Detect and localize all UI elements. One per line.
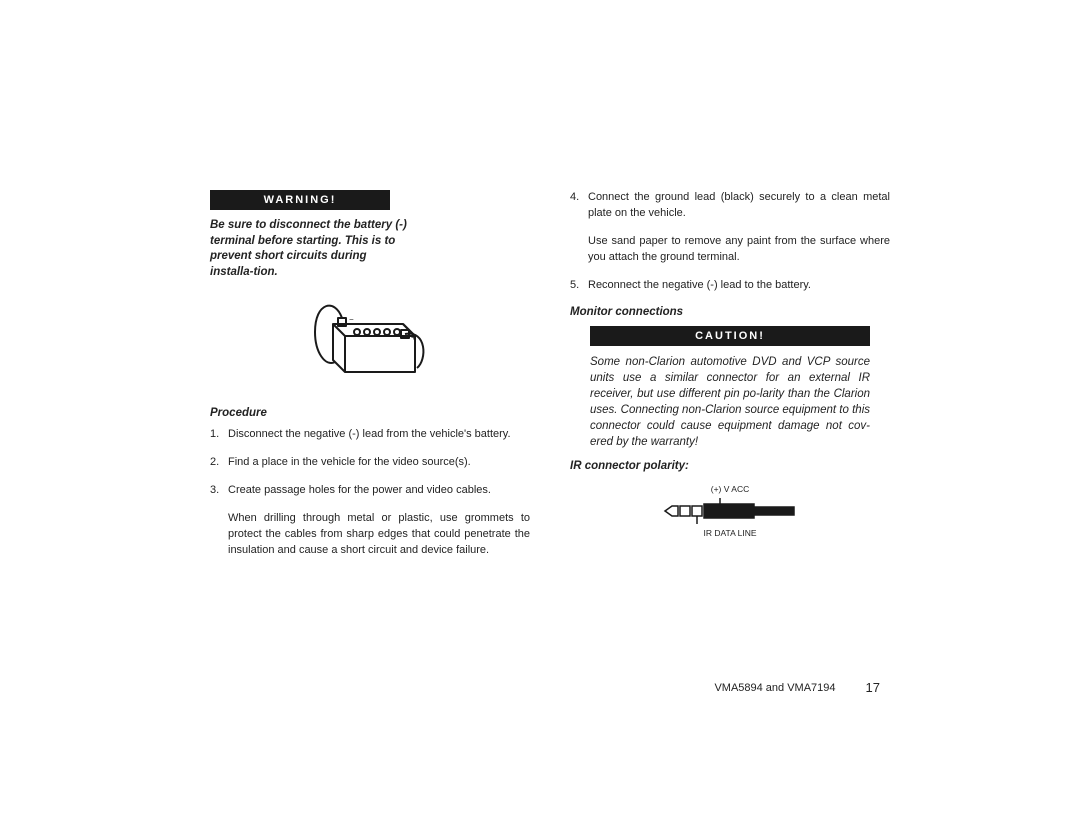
page-number: 17: [866, 680, 880, 695]
step-num: 4.: [570, 190, 588, 222]
left-column: WARNING! Be sure to disconnect the batte…: [210, 190, 530, 571]
step-num: 5.: [570, 278, 588, 294]
model-label: VMA5894 and VMA7194: [714, 682, 835, 694]
step-text: Reconnect the negative (-) lead to the b…: [588, 278, 890, 294]
connector-figure: (+) V ACC IR DATA L: [570, 482, 890, 540]
step-text: Find a place in the vehicle for the vide…: [228, 455, 530, 471]
caution-banner: CAUTION!: [590, 326, 870, 346]
caution-body: Some non-Clarion automotive DVD and VCP …: [590, 354, 870, 451]
step-3-cont: When drilling through metal or plastic, …: [228, 511, 530, 559]
label-ir: IR DATA LINE: [703, 528, 756, 538]
monitor-heading: Monitor connections: [570, 306, 890, 318]
warning-banner: WARNING!: [210, 190, 390, 210]
step-4: 4. Connect the ground lead (black) secur…: [570, 190, 890, 222]
right-column: 4. Connect the ground lead (black) secur…: [570, 190, 890, 571]
battery-figure: − +: [210, 292, 530, 387]
procedure-heading: Procedure: [210, 407, 530, 419]
manual-page: WARNING! Be sure to disconnect the batte…: [210, 190, 890, 571]
step-1: 1. Disconnect the negative (-) lead from…: [210, 427, 530, 443]
svg-text:−: −: [349, 315, 354, 324]
step-num: 1.: [210, 427, 228, 443]
step-4-cont: Use sand paper to remove any paint from …: [588, 234, 890, 266]
step-text: Connect the ground lead (black) securely…: [588, 190, 890, 222]
label-vacc: (+) V ACC: [711, 484, 750, 494]
step-5: 5. Reconnect the negative (-) lead to th…: [570, 278, 890, 294]
step-2: 2. Find a place in the vehicle for the v…: [210, 455, 530, 471]
step-3: 3. Create passage holes for the power an…: [210, 483, 530, 499]
step-text: Disconnect the negative (-) lead from th…: [228, 427, 530, 443]
step-text: Create passage holes for the power and v…: [228, 483, 530, 499]
connector-icon: [660, 496, 800, 526]
battery-icon: − +: [305, 292, 435, 387]
ir-heading: IR connector polarity:: [570, 460, 890, 472]
page-footer: VMA5894 and VMA7194 17: [714, 680, 880, 695]
step-num: 2.: [210, 455, 228, 471]
warning-body: Be sure to disconnect the battery (-) te…: [210, 218, 410, 280]
step-num: 3.: [210, 483, 228, 499]
